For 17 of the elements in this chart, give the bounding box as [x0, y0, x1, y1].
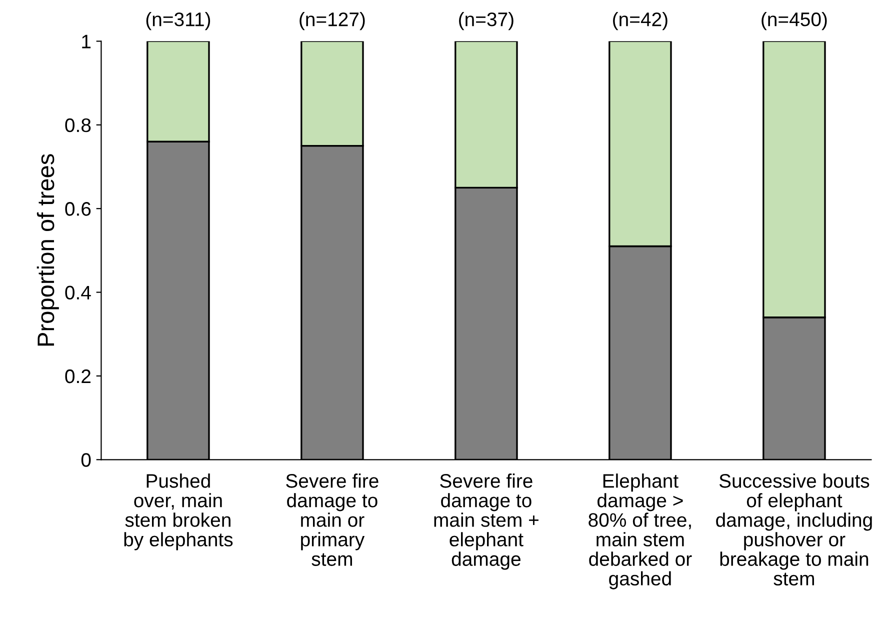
x-tick-label: Severe fire damage to main stem + elephant damage — [434, 474, 538, 570]
annotation: (n=37) — [459, 12, 514, 30]
y-tick-label: 0.4 — [65, 286, 91, 300]
x-tick-label: Severe fire damage to main or primary stem — [286, 474, 378, 566]
annotation: (n=311) — [146, 12, 210, 30]
y-tick-label: 0.8 — [65, 118, 91, 132]
y-axis-title: Proportion of trees — [36, 154, 59, 346]
y-tick-label: 0.6 — [65, 202, 91, 216]
annotation: (n=42) — [613, 12, 668, 30]
annotation: (n=450) — [762, 12, 827, 30]
y-tick-label: 0 — [81, 453, 91, 467]
y-tick-label: 0.2 — [65, 369, 91, 384]
x-tick-label: Pushed over, main stem broken by elephants — [124, 474, 233, 550]
y-tick-label: 1 — [82, 34, 91, 48]
x-tick-label: Elephant damage > 80% of tree, main stem debarked or gashed — [588, 474, 692, 590]
annotation: (n=127) — [300, 12, 365, 30]
x-tick-label: Successive bouts of elephant damage, including pushover or breakage to main stem — [716, 474, 872, 586]
